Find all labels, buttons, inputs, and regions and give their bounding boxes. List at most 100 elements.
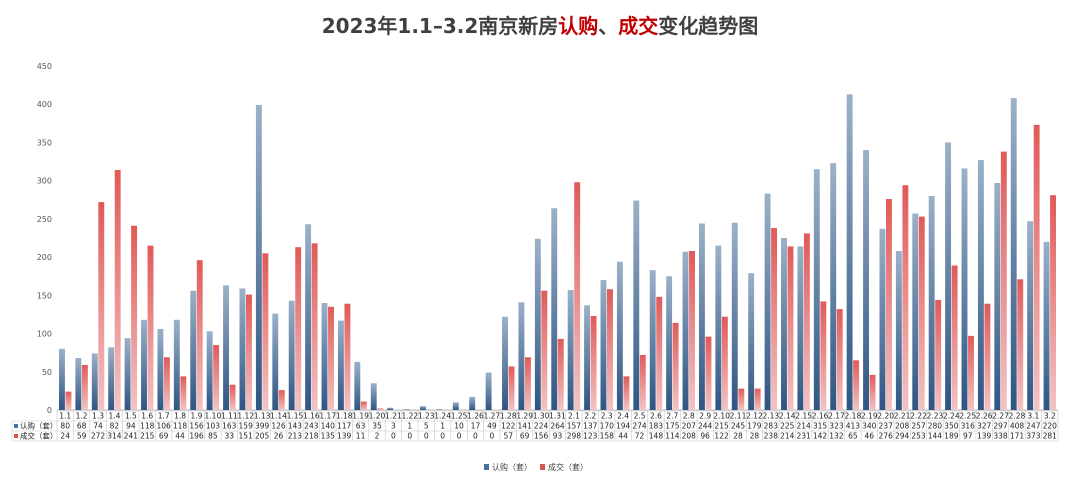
data-label: 214	[780, 432, 795, 441]
data-label: 63	[356, 422, 366, 431]
bars	[59, 94, 1057, 411]
x-tick-label: 3.1	[1027, 412, 1039, 421]
data-label: 163	[222, 422, 237, 431]
x-tick-label: 3.2	[1044, 412, 1056, 421]
x-tick-label: 2.28	[1009, 412, 1026, 421]
data-label: 148	[649, 432, 664, 441]
data-label: 245	[731, 422, 746, 431]
data-label: 315	[813, 422, 828, 431]
chart-title: 2023年1.1–3.2南京新房认购、成交变化趋势图	[322, 14, 759, 38]
bar-subscription	[879, 228, 886, 410]
data-label: 316	[961, 422, 976, 431]
data-label: 231	[796, 432, 811, 441]
x-tick-label: 1.26	[467, 412, 484, 421]
data-label: 139	[337, 432, 352, 441]
x-tick-label: 2.6	[650, 412, 662, 421]
y-tick-label: 300	[37, 177, 52, 186]
y-tick-label: 150	[37, 291, 52, 300]
bar-transaction	[295, 247, 302, 410]
bar-transaction	[180, 376, 187, 410]
y-tick-label: 0	[47, 406, 52, 415]
data-label: 243	[304, 422, 319, 431]
data-label: 68	[77, 422, 87, 431]
bar-subscription	[616, 261, 623, 410]
x-tick-label: 1.16	[303, 412, 320, 421]
bar-subscription	[239, 288, 246, 410]
bar-subscription	[206, 331, 213, 410]
bar-subscription	[288, 300, 295, 410]
x-tick-label: 2.13	[762, 412, 779, 421]
data-label: 196	[189, 432, 204, 441]
data-label: 213	[288, 432, 303, 441]
data-label: 28	[750, 432, 760, 441]
data-label: 156	[534, 432, 549, 441]
bar-transaction	[1050, 195, 1057, 410]
x-tick-label: 1.19	[352, 412, 369, 421]
data-label: 44	[618, 432, 628, 441]
bar-subscription	[354, 361, 361, 410]
data-label: 44	[175, 432, 185, 441]
x-tick-label: 2.20	[877, 412, 894, 421]
bar-subscription	[305, 224, 312, 410]
data-label: 65	[848, 432, 858, 441]
data-label: 123	[583, 432, 598, 441]
data-label: 135	[321, 432, 336, 441]
data-label: 215	[714, 422, 729, 431]
bar-transaction	[229, 384, 236, 410]
data-label: 413	[846, 422, 861, 431]
data-label: 80	[60, 422, 70, 431]
x-tick-label: 2.14	[779, 412, 796, 421]
x-tick-label: 1.10	[205, 412, 222, 421]
data-label: 297	[993, 422, 1008, 431]
x-tick-label: 1.12	[237, 412, 254, 421]
bar-transaction	[853, 360, 860, 410]
data-label: 57	[503, 432, 513, 441]
data-label: 94	[126, 422, 136, 431]
data-label: 314	[107, 432, 122, 441]
x-tick-label: 2.18	[845, 412, 862, 421]
data-label: 257	[911, 422, 926, 431]
bar-transaction	[803, 233, 810, 410]
bar-subscription	[1010, 98, 1017, 411]
bar-transaction	[869, 374, 876, 410]
data-label: 189	[944, 432, 959, 441]
data-label: 214	[796, 422, 811, 431]
x-tick-label: 2.25	[959, 412, 976, 421]
data-label: 156	[189, 422, 204, 431]
data-label: 294	[895, 432, 910, 441]
bar-transaction	[836, 309, 843, 410]
data-label: 0	[407, 432, 412, 441]
data-label: 106	[156, 422, 171, 431]
data-label: 340	[862, 422, 877, 431]
data-table: 1.1 1.2 1.3 1.4 1.5 1.6 1.7 1.8 1.9 1.10 1.11 1.12 1…	[11, 410, 1059, 442]
y-tick-label: 100	[37, 330, 52, 339]
x-tick-label: 1.28	[500, 412, 517, 421]
bar-subscription	[337, 320, 344, 410]
x-tick-label: 1.22	[401, 412, 418, 421]
data-label: 35	[372, 422, 382, 431]
bar-subscription	[223, 285, 230, 410]
bar-subscription	[567, 289, 574, 410]
data-label: 97	[963, 432, 973, 441]
data-label: 208	[682, 432, 697, 441]
data-label: 118	[173, 422, 188, 431]
chart-title-part: 认购	[558, 14, 598, 38]
data-label: 10	[454, 422, 464, 431]
bar-subscription	[370, 383, 377, 410]
bar-subscription	[584, 305, 591, 410]
x-tick-label: 2.15	[795, 412, 812, 421]
bar-subscription	[813, 169, 820, 410]
data-label: 142	[813, 432, 828, 441]
bar-subscription	[830, 163, 837, 410]
data-label: 264	[550, 422, 565, 431]
data-label: 408	[1010, 422, 1025, 431]
data-label: 224	[534, 422, 549, 431]
x-tick-label: 1.8	[174, 412, 186, 421]
x-tick-label: 2.23	[927, 412, 944, 421]
data-label: 122	[714, 432, 729, 441]
bar-subscription	[928, 195, 935, 410]
data-label: 126	[271, 422, 286, 431]
bar-transaction	[574, 182, 581, 410]
y-tick-label: 200	[37, 253, 52, 262]
x-tick-label: 1.21	[385, 412, 402, 421]
